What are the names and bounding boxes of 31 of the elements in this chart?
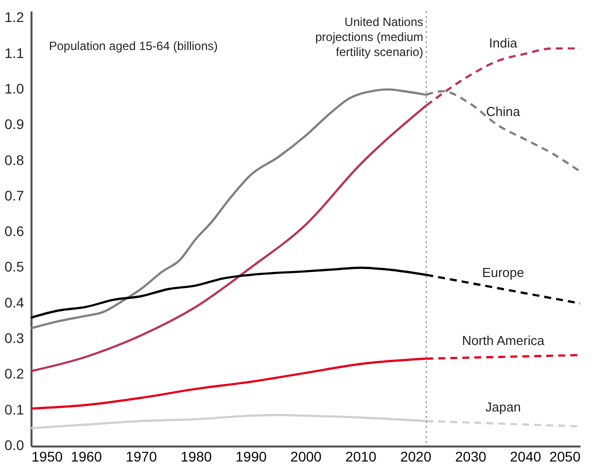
x-tick-label: 1960 — [70, 448, 102, 464]
y-tick-label: 1.0 — [4, 80, 24, 96]
x-tick-label: 1970 — [126, 448, 158, 464]
y-tick-label: 0.9 — [4, 116, 24, 132]
y-tick-label: 0.1 — [4, 401, 24, 418]
y-tick-label: 0.7 — [4, 187, 24, 204]
series-label: Japan — [485, 400, 521, 415]
series-label: India — [489, 35, 518, 50]
x-tick-label: 2020 — [400, 448, 432, 464]
x-tick-label: 2000 — [290, 448, 322, 464]
y-tick-label: 1.2 — [4, 9, 24, 26]
series-label: Europe — [482, 265, 524, 280]
y-tick-label: 0.2 — [4, 366, 24, 382]
x-tick-label: 1990 — [236, 448, 267, 464]
y-tick-label: 0.8 — [4, 152, 24, 168]
x-tick-label: 2010 — [345, 448, 377, 464]
series-label: North America — [462, 332, 546, 348]
y-tick-label: 0.6 — [4, 223, 24, 240]
x-tick-label: 2050 — [549, 448, 581, 464]
x-tick-label: 2040 — [510, 448, 542, 464]
x-tick-label: 1980 — [180, 448, 212, 464]
x-tick-label: 2030 — [455, 448, 486, 464]
x-tick-label: 1950 — [32, 448, 63, 464]
series-label: China — [486, 104, 521, 119]
y-tick-label: 0.0 — [4, 437, 24, 453]
y-tick-label: 0.3 — [4, 330, 24, 346]
annotation: Population aged 15-64 (billions) — [49, 39, 218, 53]
y-tick-label: 0.5 — [4, 258, 24, 275]
ref-line-label: United Nations projections (medium fertility scenario) — [315, 15, 424, 59]
y-tick-label: 0.4 — [4, 294, 24, 310]
y-tick-label: 1.1 — [4, 44, 24, 61]
